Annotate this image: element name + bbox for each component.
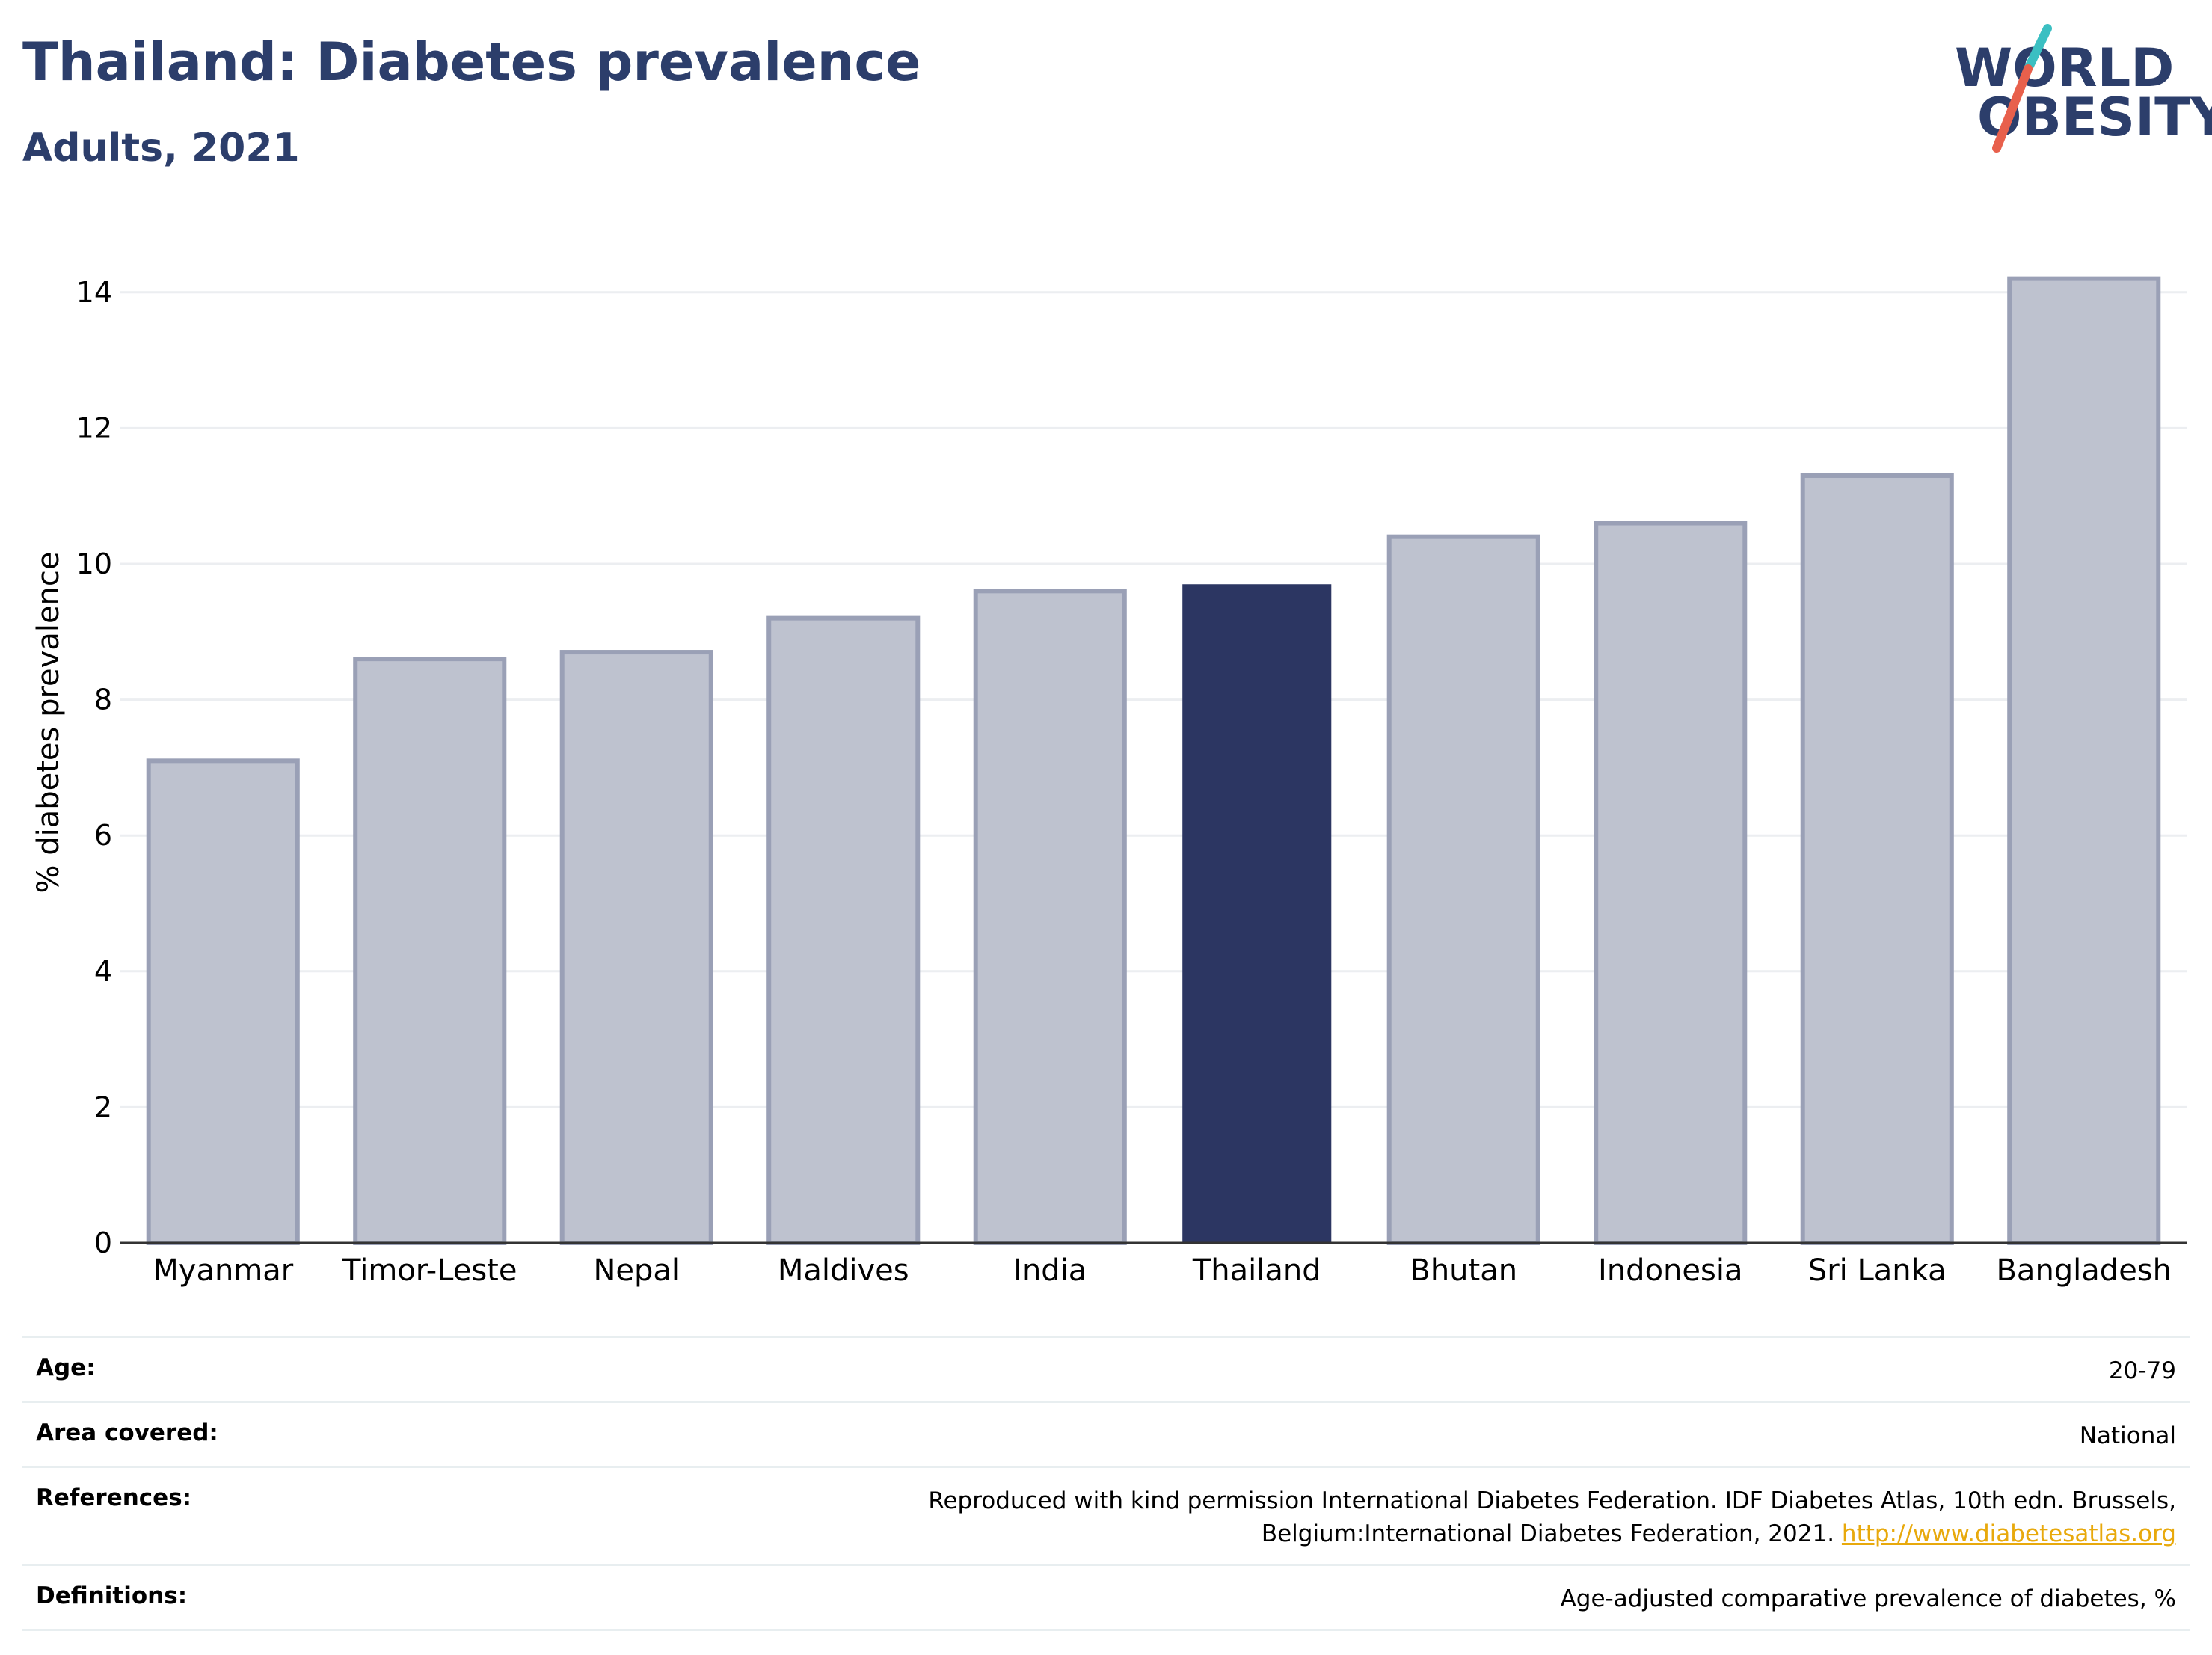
meta-row-age: Age: 20-79 — [22, 1336, 2190, 1401]
meta-label: Area covered: — [36, 1419, 218, 1446]
meta-label: Definitions: — [36, 1582, 188, 1609]
bar-sri-lanka — [1800, 473, 1954, 1246]
meta-label: Age: — [36, 1354, 96, 1381]
meta-row-area: Area covered: National — [22, 1401, 2190, 1466]
chart-subtitle: Adults, 2021 — [22, 126, 300, 171]
chart-title: Thailand: Diabetes prevalence — [22, 31, 921, 93]
bar-timor-leste — [353, 657, 507, 1245]
meta-value: 20-79 — [2108, 1357, 2176, 1384]
y-tick-label: 6 — [94, 819, 112, 852]
meta-row-references: References: Reproduced with kind permiss… — [22, 1466, 2190, 1564]
y-tick-label: 8 — [94, 684, 112, 716]
x-tick-label: Thailand — [1192, 1253, 1321, 1288]
meta-row-definitions: Definitions: Age-adjusted comparative pr… — [22, 1564, 2190, 1631]
bar-bhutan — [1386, 534, 1540, 1245]
x-tick-label: India — [1013, 1253, 1087, 1288]
reference-text: Reproduced with kind permission Internat… — [928, 1487, 2176, 1547]
bar-bangladesh — [2007, 276, 2161, 1245]
meta-value: National — [2079, 1422, 2176, 1449]
x-tick-label: Maldives — [778, 1253, 909, 1288]
bar-maldives — [766, 615, 921, 1245]
x-tick-label: Nepal — [593, 1253, 680, 1288]
bar-nepal — [559, 650, 713, 1245]
x-tick-label: Timor-Leste — [342, 1253, 517, 1288]
y-tick-label: 10 — [76, 547, 112, 580]
world-obesity-logo: WORLD OBESITY — [1944, 22, 2212, 157]
x-tick-label: Indonesia — [1598, 1253, 1742, 1288]
meta-label: References: — [36, 1484, 192, 1511]
x-tick-label: Bhutan — [1410, 1253, 1517, 1288]
meta-value-references: Reproduced with kind permission Internat… — [681, 1484, 2176, 1550]
bar-chart: 0 2 4 6 8 10 12 14 Myanmar Timor-Leste Nepal Maldiv… — [31, 276, 2187, 1288]
y-tick-label: 0 — [94, 1226, 112, 1259]
meta-value: Age-adjusted comparative prevalence of d… — [1560, 1585, 2176, 1612]
chart-metadata-table: Age: 20-79 Area covered: National Refere… — [22, 1336, 2190, 1631]
y-tick-label: 4 — [94, 955, 112, 988]
bar-india — [973, 589, 1127, 1245]
bar-myanmar — [146, 758, 300, 1245]
y-tick-label: 2 — [94, 1090, 112, 1123]
bar-indonesia — [1594, 521, 1748, 1245]
y-tick-label: 14 — [76, 276, 112, 309]
x-tick-label: Bangladesh — [1996, 1253, 2172, 1288]
y-axis-label: % diabetes prevalence — [31, 551, 66, 893]
logo-slash-icon — [1992, 24, 2052, 153]
y-tick-label: 12 — [76, 411, 112, 444]
x-tick-label: Sri Lanka — [1808, 1253, 1947, 1288]
diabetes-atlas-link[interactable]: http://www.diabetesatlas.org — [1841, 1520, 2176, 1547]
bar-thailand — [1182, 584, 1332, 1243]
logo-line-1: WORLD — [1955, 37, 2175, 99]
x-tick-label: Myanmar — [153, 1253, 294, 1288]
